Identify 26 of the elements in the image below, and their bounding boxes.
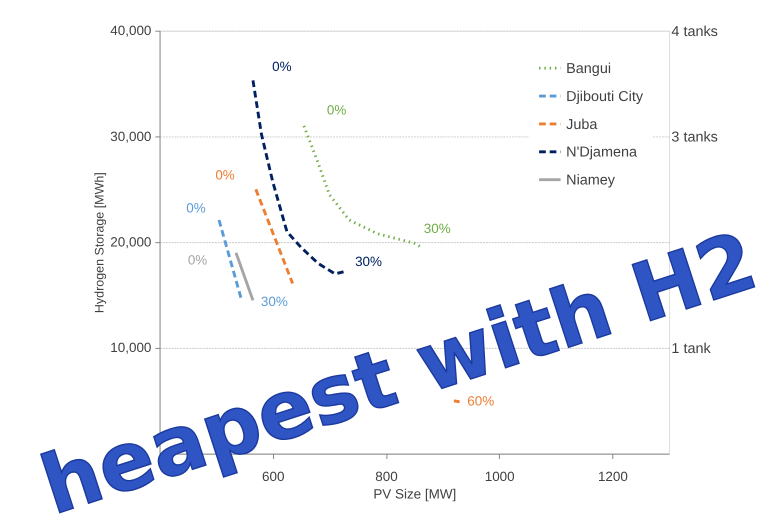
annotation: 0% xyxy=(188,252,208,268)
legend-label: Juba xyxy=(566,116,598,133)
annotation: 0% xyxy=(186,200,206,216)
y-tick-label: 40,000 xyxy=(110,23,152,38)
line-series xyxy=(302,124,422,248)
annotation: 0% xyxy=(326,102,346,118)
y-axis-title: Hydrogen Storage [MWh] xyxy=(92,172,107,314)
legend-label: Bangui xyxy=(566,61,612,77)
annotation: 60% xyxy=(467,394,494,409)
annotation: 0% xyxy=(272,58,292,74)
y-tick-label: 30,000 xyxy=(110,128,152,144)
x-tick-label: 1200 xyxy=(598,469,628,484)
y2-tick-label: 4 tanks xyxy=(671,24,718,40)
y2-tick-label: 3 tanks xyxy=(671,130,718,146)
annotation: 0% xyxy=(215,168,235,183)
legend-label: N'Djamena xyxy=(566,144,638,161)
annotation: 30% xyxy=(260,294,288,310)
annotation: 30% xyxy=(424,220,451,236)
y2-tick-label: 1 tank xyxy=(671,341,712,358)
line-series xyxy=(252,78,345,276)
legend-label: Niamey xyxy=(566,172,616,189)
x-tick-label: 1000 xyxy=(484,469,515,484)
y-tick-label: 10,000 xyxy=(110,340,152,356)
y-tick-label: 20,000 xyxy=(110,234,152,250)
annotation: 30% xyxy=(355,254,382,270)
legend-label: Djibouti City xyxy=(566,88,644,105)
